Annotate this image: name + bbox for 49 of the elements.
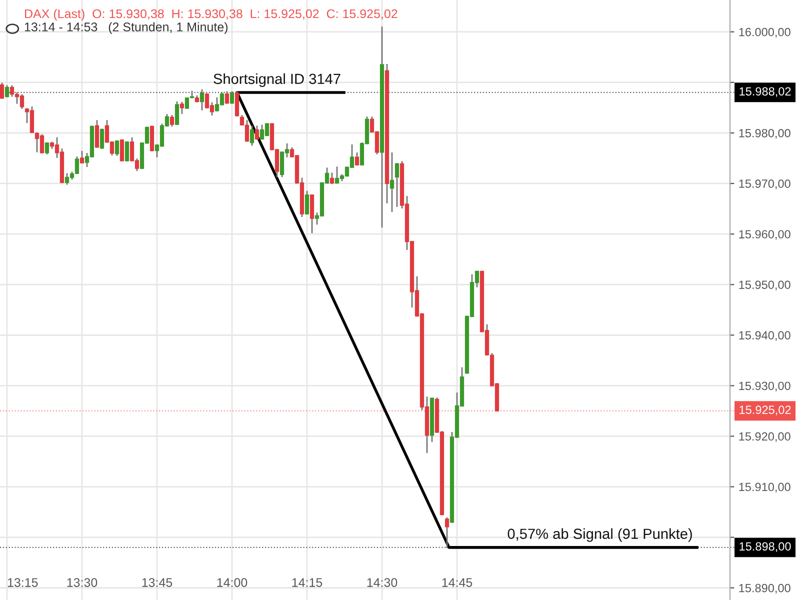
text: 13:14 - 14:53 (2 Stunden, 1 Minute) — [24, 22, 228, 34]
x-tick-label: 13:30 — [67, 578, 98, 587]
candlestick — [124, 141, 130, 162]
x-tick-label: 14:00 — [217, 578, 248, 587]
ref-line-label: 15.925,02 — [740, 406, 791, 416]
text: DAX (Last) O: 15.930,38 H: 15.930,38 L: 15.925,02 C: 15.925,02 — [25, 9, 398, 21]
y-tick-label: 15.950,00 — [739, 280, 790, 290]
ref-line-label: 15.988,02 — [740, 87, 791, 97]
candlestick — [44, 142, 50, 154]
candlestick — [94, 120, 100, 148]
annotation: 0,57% ab Signal (91 Punkte) — [508, 528, 692, 542]
candlestick — [330, 172, 334, 184]
y-tick-label: 15.910,00 — [739, 482, 790, 493]
candlestick — [170, 115, 174, 127]
candlestick — [304, 190, 310, 215]
candlestick — [310, 194, 314, 234]
y-tick-label: 15.940,00 — [739, 331, 790, 341]
candlestick — [390, 152, 394, 212]
candlestick — [114, 140, 120, 156]
candlestick — [100, 128, 104, 149]
candlestick — [180, 102, 184, 114]
candlestick — [234, 91, 240, 116]
y-tick-label: 15.920,00 — [739, 432, 790, 442]
candlestick — [4, 85, 10, 98]
y-tick-label: 15.980,00 — [739, 128, 790, 139]
x-tick-label: 13:45 — [142, 578, 172, 587]
candlestick — [354, 152, 360, 166]
annotation: Shortsignal ID 3147 — [214, 73, 340, 87]
y-tick-label: 15.960,00 — [739, 230, 790, 240]
candlestick — [80, 150, 84, 164]
candlestick — [200, 89, 204, 110]
x-tick-label: 14:45 — [442, 578, 472, 587]
candlestick — [174, 101, 180, 126]
y-tick-label: 15.970,00 — [739, 180, 790, 190]
candlestick — [224, 91, 230, 104]
candlestick — [230, 91, 234, 104]
ref-line-label: 15.898,00 — [740, 542, 791, 552]
candlestick — [394, 163, 400, 207]
candlestick — [250, 126, 254, 146]
candlestick — [444, 517, 450, 548]
candlestick — [120, 139, 124, 162]
x-tick-label: 13:15 — [8, 578, 38, 587]
x-tick-label: 14:30 — [367, 578, 398, 587]
candlestick — [0, 82, 4, 99]
x-tick-label: 14:15 — [292, 578, 322, 587]
candlestick — [254, 126, 260, 140]
y-tick-label: 16.000,00 — [739, 28, 790, 38]
y-tick-label: 15.890,00 — [739, 584, 790, 594]
y-tick-label: 15.930,00 — [739, 382, 790, 392]
